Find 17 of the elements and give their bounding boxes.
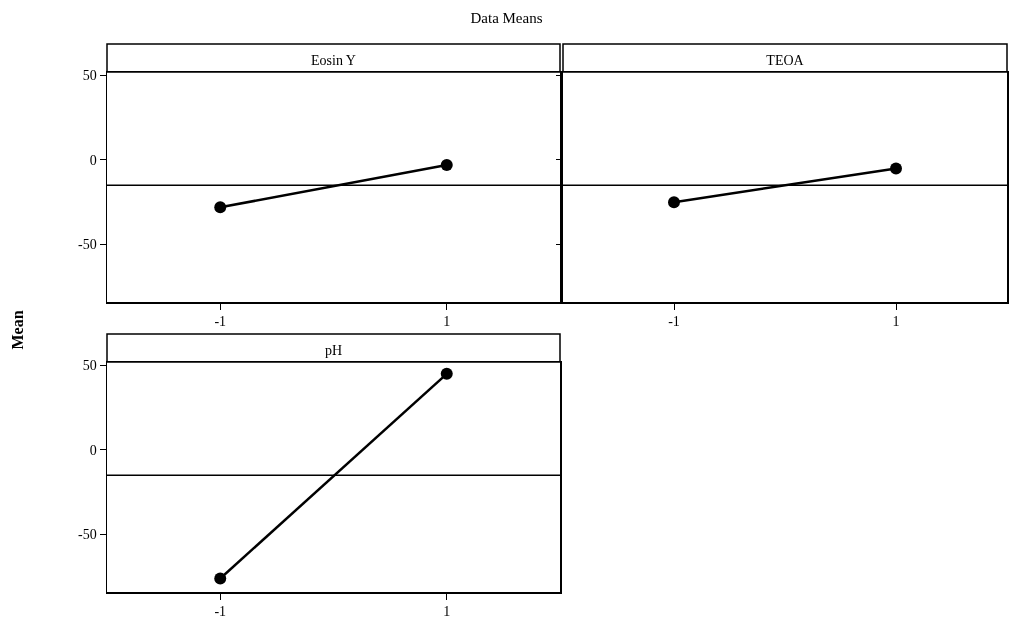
y-tick-label: -50 [78,527,97,543]
y-tick-label: 50 [82,358,97,374]
y-tick-label: 0 [89,442,97,458]
x-tick-label: 1 [892,314,900,330]
y-tick-label: 50 [82,68,97,84]
x-tick-label: -1 [214,314,227,330]
y-tick-label: 0 [89,152,97,168]
chart-title: pH [324,343,343,358]
y-tick-label: -50 [78,237,97,253]
chart-title: Eosin Y [311,53,356,68]
text: Data Means [469,10,544,27]
y-axis-title: Mean [9,310,27,350]
x-tick-label: -1 [668,314,680,330]
x-tick-label: 1 [443,604,451,620]
x-tick-label: -1 [214,604,227,620]
chart-title: TEOA [766,53,805,68]
x-tick-label: 1 [443,314,451,330]
